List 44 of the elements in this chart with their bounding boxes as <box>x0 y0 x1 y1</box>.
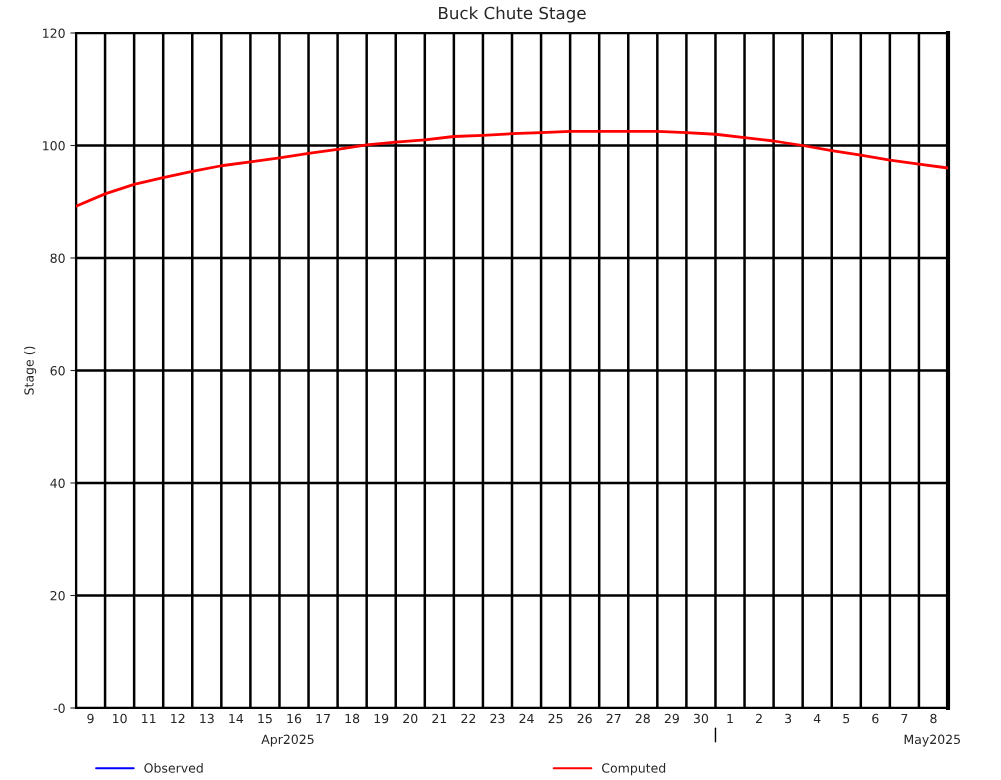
y-tick-label: 80 <box>50 253 65 263</box>
x-tick-label: 23 <box>490 713 505 724</box>
x-tick-label: 18 <box>345 713 360 724</box>
x-tick-label: 22 <box>461 713 476 724</box>
x2-tick-label: May2025 <box>904 734 960 747</box>
x-tick-label: 4 <box>813 713 821 724</box>
x-tick-label: 7 <box>901 713 908 724</box>
x-tick-label: 9 <box>87 713 94 724</box>
x-tick-label: 26 <box>577 713 592 724</box>
x-tick-label: 21 <box>432 713 447 724</box>
x-tick-label: 3 <box>785 713 792 724</box>
y-tick-label: 120 <box>43 28 65 38</box>
x-tick-label: 1 <box>727 713 733 724</box>
x-tick-label: 20 <box>403 713 418 724</box>
y-tick-label: 40 <box>50 478 65 488</box>
x-tick-label: 27 <box>606 713 621 724</box>
x-tick-label: 10 <box>113 713 127 724</box>
legend-label: Computed <box>602 763 666 776</box>
x-tick-label: 25 <box>548 713 563 724</box>
x-tick-label: 6 <box>872 713 879 724</box>
x-tick-label: 5 <box>843 713 850 724</box>
y-tick-label: 20 <box>50 590 65 601</box>
x-tick-label: 15 <box>258 713 272 724</box>
y-tick-label: -0 <box>53 703 65 713</box>
x-tick-label: 17 <box>316 713 330 724</box>
x-tick-label: 30 <box>693 713 709 724</box>
x-tick-label: 13 <box>200 713 214 724</box>
x-tick-label: 19 <box>374 713 389 724</box>
y-axis-title: Stage () <box>24 346 37 395</box>
x-tick-label: 14 <box>229 713 244 724</box>
line-series <box>76 130 948 208</box>
x-tick-label: 29 <box>664 713 679 724</box>
x-tick-label: 11 <box>142 713 156 724</box>
y-tick-label: 60 <box>50 365 65 376</box>
x-tick-label: 28 <box>635 713 650 724</box>
x-tick-label: 8 <box>930 713 937 724</box>
chart-title: Buck Chute Stage <box>439 6 586 23</box>
x-tick-label: 2 <box>756 713 762 724</box>
y-tick-label: 100 <box>43 140 65 151</box>
x-tick-label: 16 <box>287 713 302 724</box>
legend-label: Observed <box>144 763 203 773</box>
x2-tick-label: Apr2025 <box>261 734 314 747</box>
x-tick-label: 12 <box>171 713 185 724</box>
x-tick-label: 24 <box>519 713 534 724</box>
